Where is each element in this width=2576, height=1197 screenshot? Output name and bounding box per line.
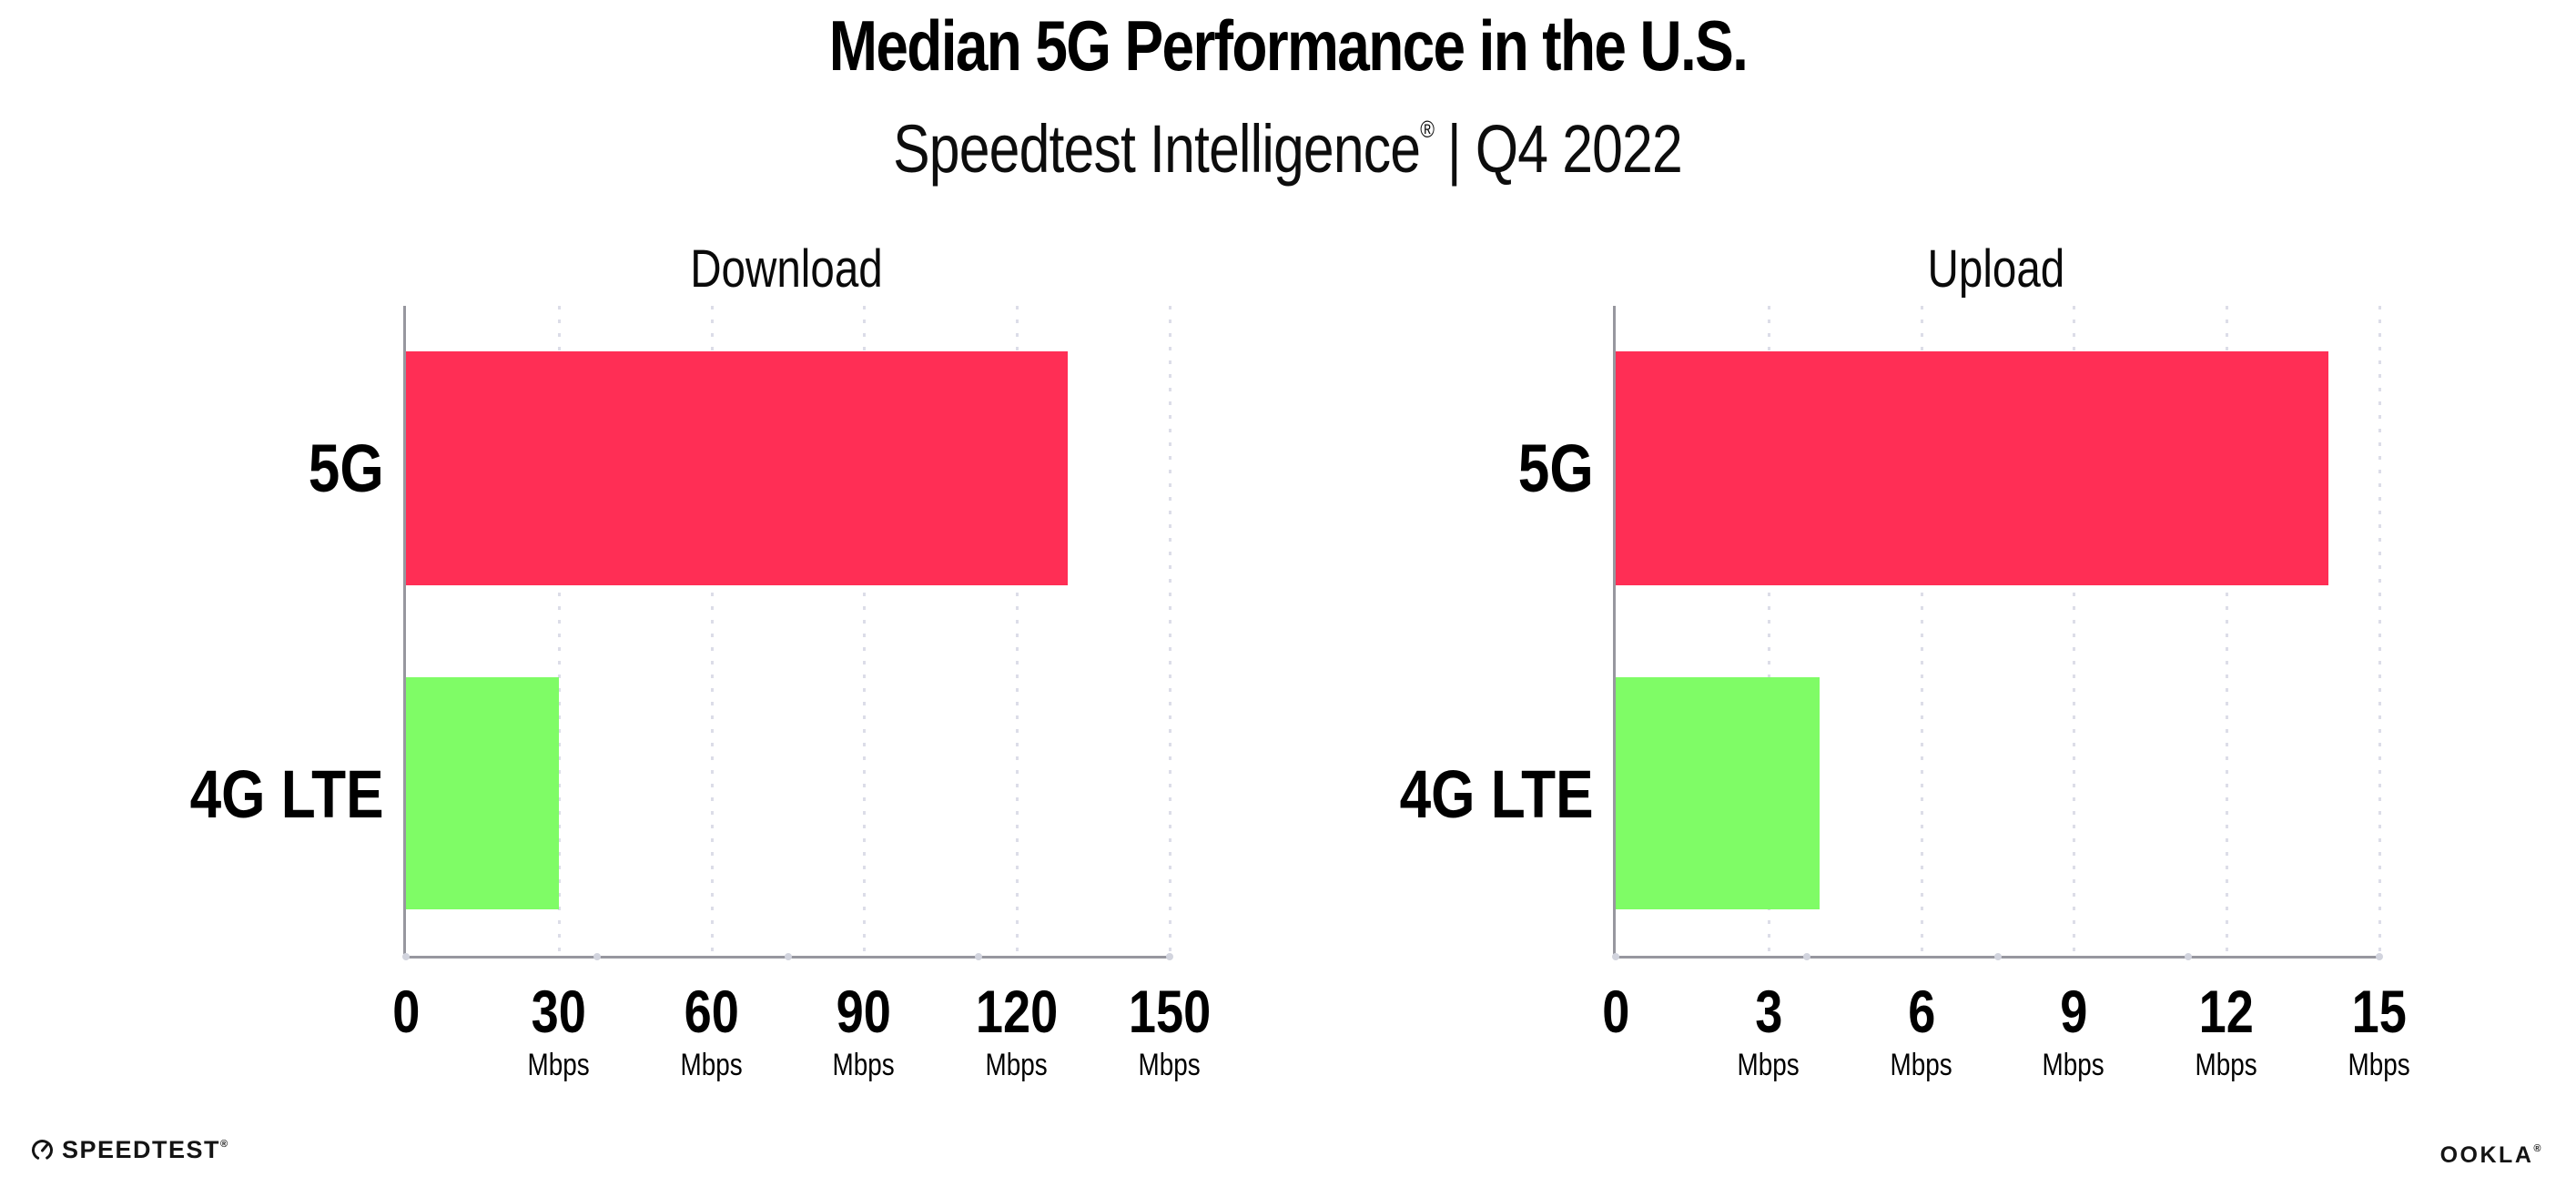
gridline-12	[2226, 306, 2229, 956]
bar-4g-lte	[406, 677, 559, 909]
chart-title-text: Upload	[1927, 239, 2065, 299]
bar-5g	[406, 350, 1069, 585]
axis-dot	[784, 953, 792, 960]
x-tick-unit: Mbps	[1737, 1048, 1800, 1082]
x-tick-unit: Mbps	[2348, 1048, 2411, 1082]
axis-dot	[402, 953, 410, 960]
x-tick-value: 150	[1128, 978, 1212, 1045]
chart-upload: Upload 5G 4G LTE 0 3 Mbps 6 Mbps 9 Mbps 12 Mbps 1…	[1331, 209, 2410, 1120]
x-tick-value: 15	[2351, 978, 2408, 1045]
axis-dot	[1993, 953, 2002, 960]
x-tick-unit: Mbps	[1890, 1048, 1953, 1082]
speedtest-wordmark: SPEEDTEST®	[62, 1136, 229, 1163]
x-tick-label-15: 15 Mbps	[2297, 978, 2461, 1082]
chart-title: Download	[403, 238, 1170, 299]
x-tick-unit: Mbps	[680, 1048, 744, 1082]
x-tick-value: 0	[1601, 978, 1630, 1045]
page-title: Median 5G Performance in the U.S.	[0, 4, 2576, 87]
x-tick-value: 6	[1907, 978, 1936, 1045]
x-tick-unit: Mbps	[2042, 1048, 2105, 1082]
x-tick-label-0: 0	[1534, 978, 1698, 1045]
x-tick-value: 120	[975, 978, 1059, 1045]
speedtest-logo: SPEEDTEST®	[31, 1136, 229, 1164]
plot-area	[402, 306, 1173, 960]
x-tick-label-9: 9 Mbps	[1992, 978, 2155, 1082]
gridline-120	[1016, 306, 1019, 956]
x-tick-label-30: 30 Mbps	[477, 978, 641, 1082]
x-tick-value: 30	[531, 978, 587, 1045]
x-tick-label-120: 120 Mbps	[935, 978, 1099, 1082]
x-tick-value: 9	[2059, 978, 2088, 1045]
x-tick-label-150: 150 Mbps	[1088, 978, 1252, 1082]
x-tick-unit: Mbps	[527, 1048, 591, 1082]
ookla-logo: OOKLA®	[2440, 1142, 2543, 1169]
x-tick-value: 60	[684, 978, 740, 1045]
row-label-4g-lte: 4G LTE	[1400, 756, 1594, 832]
axis-dot	[975, 953, 983, 960]
x-tick-value: 3	[1754, 978, 1783, 1045]
row-label-5g: 5G	[1518, 431, 1594, 506]
axis-dot	[1612, 953, 1619, 960]
page-subtitle-text: Speedtest Intelligence® | Q4 2022	[893, 89, 1684, 189]
gridline-3	[1767, 306, 1770, 956]
subtitle-period: | Q4 2022	[1447, 111, 1683, 187]
x-tick-value: 12	[2198, 978, 2255, 1045]
gridline-150	[1169, 306, 1171, 956]
registered-mark: ®	[1420, 116, 1435, 143]
bar-5g	[1616, 350, 2329, 585]
ookla-wordmark: OOKLA®	[2439, 1142, 2543, 1168]
page-title-text: Median 5G Performance in the U.S.	[828, 5, 1749, 86]
axis-dot	[1166, 953, 1173, 960]
x-tick-unit: Mbps	[832, 1048, 896, 1082]
gridline-90	[863, 306, 867, 956]
registered-mark: ®	[220, 1139, 229, 1150]
chart-download: Download 5G 4G LTE 0 30 Mbps 60 Mbps 90 Mbps 12…	[121, 209, 1211, 1120]
gridline-9	[2073, 306, 2076, 956]
axis-dot	[2376, 953, 2383, 960]
plot-area	[1612, 306, 2383, 960]
axis-dot	[593, 953, 601, 960]
chart-title-text: Download	[690, 239, 883, 299]
x-tick-value: 0	[391, 978, 421, 1045]
x-tick-unit: Mbps	[1138, 1048, 1202, 1082]
x-tick-unit: Mbps	[985, 1048, 1049, 1082]
row-label-5g: 5G	[309, 431, 384, 506]
x-tick-label-3: 3 Mbps	[1687, 978, 1851, 1082]
x-tick-label-12: 12 Mbps	[2145, 978, 2308, 1082]
axis-dot	[2185, 953, 2193, 960]
gridline-30	[557, 306, 561, 956]
gridline-6	[1920, 306, 1923, 956]
x-tick-unit: Mbps	[2195, 1048, 2258, 1082]
row-label-4g-lte: 4G LTE	[190, 756, 384, 832]
page-subtitle: Speedtest Intelligence® | Q4 2022	[0, 89, 2576, 189]
gridline-15	[2378, 306, 2381, 956]
x-tick-value: 90	[836, 978, 892, 1045]
x-tick-label-90: 90 Mbps	[782, 978, 946, 1082]
x-tick-label-60: 60 Mbps	[630, 978, 794, 1082]
bar-4g-lte	[1616, 677, 1820, 909]
axis-dot	[1802, 953, 1810, 960]
gridline-60	[710, 306, 714, 956]
subtitle-brand: Speedtest Intelligence	[893, 111, 1422, 187]
speedtest-gauge-icon	[32, 1140, 53, 1161]
chart-title: Upload	[1613, 238, 2379, 299]
registered-mark: ®	[2533, 1143, 2543, 1154]
x-tick-label-6: 6 Mbps	[1840, 978, 2003, 1082]
x-tick-label-0: 0	[324, 978, 488, 1045]
